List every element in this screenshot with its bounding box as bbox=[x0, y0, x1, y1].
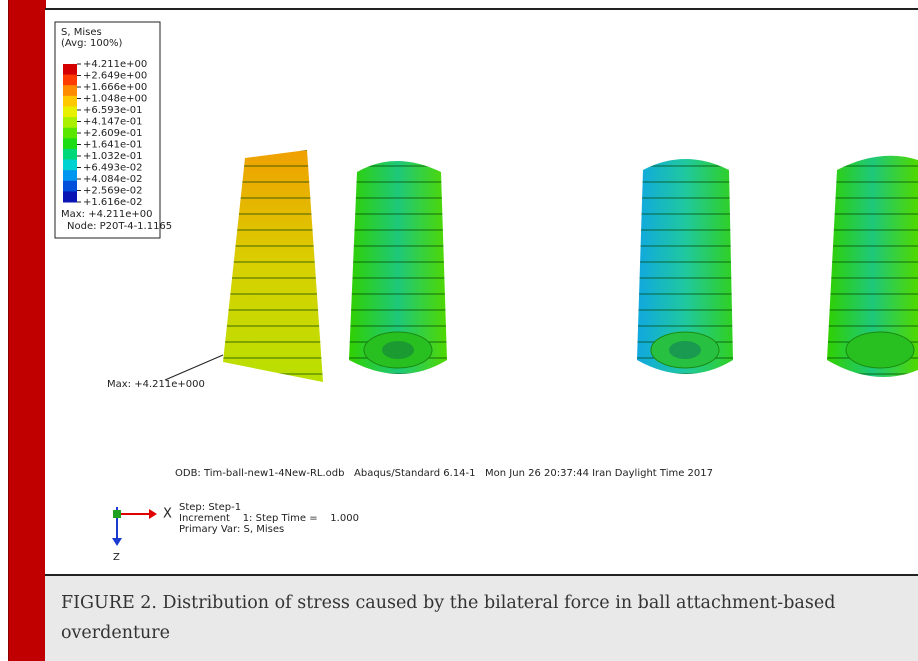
legend-label: +1.032e-01 bbox=[83, 151, 143, 162]
legend-label: +2.569e-02 bbox=[83, 186, 143, 197]
z-arrow-head bbox=[112, 538, 122, 546]
legend-label: +1.666e+00 bbox=[83, 82, 147, 93]
step-line: Step: Step-1 bbox=[179, 502, 241, 513]
legend-label: +2.649e+00 bbox=[83, 71, 147, 82]
legend-label: +4.084e-02 bbox=[83, 174, 143, 185]
legend-title: S, Mises bbox=[61, 27, 102, 38]
legend-label: +1.048e+00 bbox=[83, 94, 147, 105]
legend-subtitle: (Avg: 100%) bbox=[61, 38, 123, 49]
legend-swatch bbox=[63, 64, 77, 75]
legend-label: +1.641e-01 bbox=[83, 140, 143, 151]
legend-swatch bbox=[63, 117, 77, 128]
x-axis-label: X bbox=[163, 507, 172, 522]
legend-swatch bbox=[63, 181, 77, 192]
legend-label: +4.211e+00 bbox=[83, 59, 147, 70]
figure: S, Mises(Avg: 100%)+4.211e+00+2.649e+00+… bbox=[45, 8, 918, 576]
implant-4 bbox=[827, 156, 918, 377]
legend-swatch bbox=[63, 75, 77, 86]
legend-label: +6.593e-01 bbox=[83, 105, 143, 116]
caption-box: FIGURE 2. Distribution of stress caused … bbox=[45, 576, 918, 661]
legend-label: +2.609e-01 bbox=[83, 128, 143, 139]
legend-swatch bbox=[63, 149, 77, 160]
annotation-leader bbox=[165, 355, 223, 380]
implant-2 bbox=[349, 161, 447, 374]
step-line: Primary Var: S, Mises bbox=[179, 524, 284, 535]
triad-origin bbox=[113, 510, 121, 518]
legend-swatch bbox=[63, 138, 77, 149]
legend-label: +1.616e-02 bbox=[83, 197, 143, 208]
page: S, Mises(Avg: 100%)+4.211e+00+2.649e+00+… bbox=[0, 0, 918, 661]
legend-swatch bbox=[63, 191, 77, 202]
legend-swatch bbox=[63, 160, 77, 171]
step-line: Increment 1: Step Time = 1.000 bbox=[179, 513, 359, 524]
legend-swatch bbox=[63, 85, 77, 96]
caption: FIGURE 2. Distribution of stress caused … bbox=[61, 588, 918, 648]
x-arrow-head bbox=[149, 509, 157, 519]
legend-label: +4.147e-01 bbox=[83, 117, 143, 128]
legend-label: +6.493e-02 bbox=[83, 163, 143, 174]
legend-node: Node: P20T-4-1.1165 bbox=[67, 221, 172, 232]
z-axis-label: Z bbox=[113, 552, 120, 563]
max-annotation: Max: +4.211e+000 bbox=[107, 379, 205, 390]
implant-1 bbox=[223, 150, 323, 382]
legend-swatch bbox=[63, 170, 77, 181]
odb-line: ODB: Tim-ball-new1-4New-RL.odb Abaqus/St… bbox=[175, 468, 713, 479]
legend-swatch bbox=[63, 96, 77, 107]
side-bar bbox=[8, 0, 46, 661]
legend-swatch bbox=[63, 106, 77, 117]
legend-swatch bbox=[63, 128, 77, 139]
implant-3 bbox=[637, 159, 733, 374]
legend-max: Max: +4.211e+00 bbox=[61, 209, 152, 220]
figure-image: S, Mises(Avg: 100%)+4.211e+00+2.649e+00+… bbox=[45, 10, 918, 574]
